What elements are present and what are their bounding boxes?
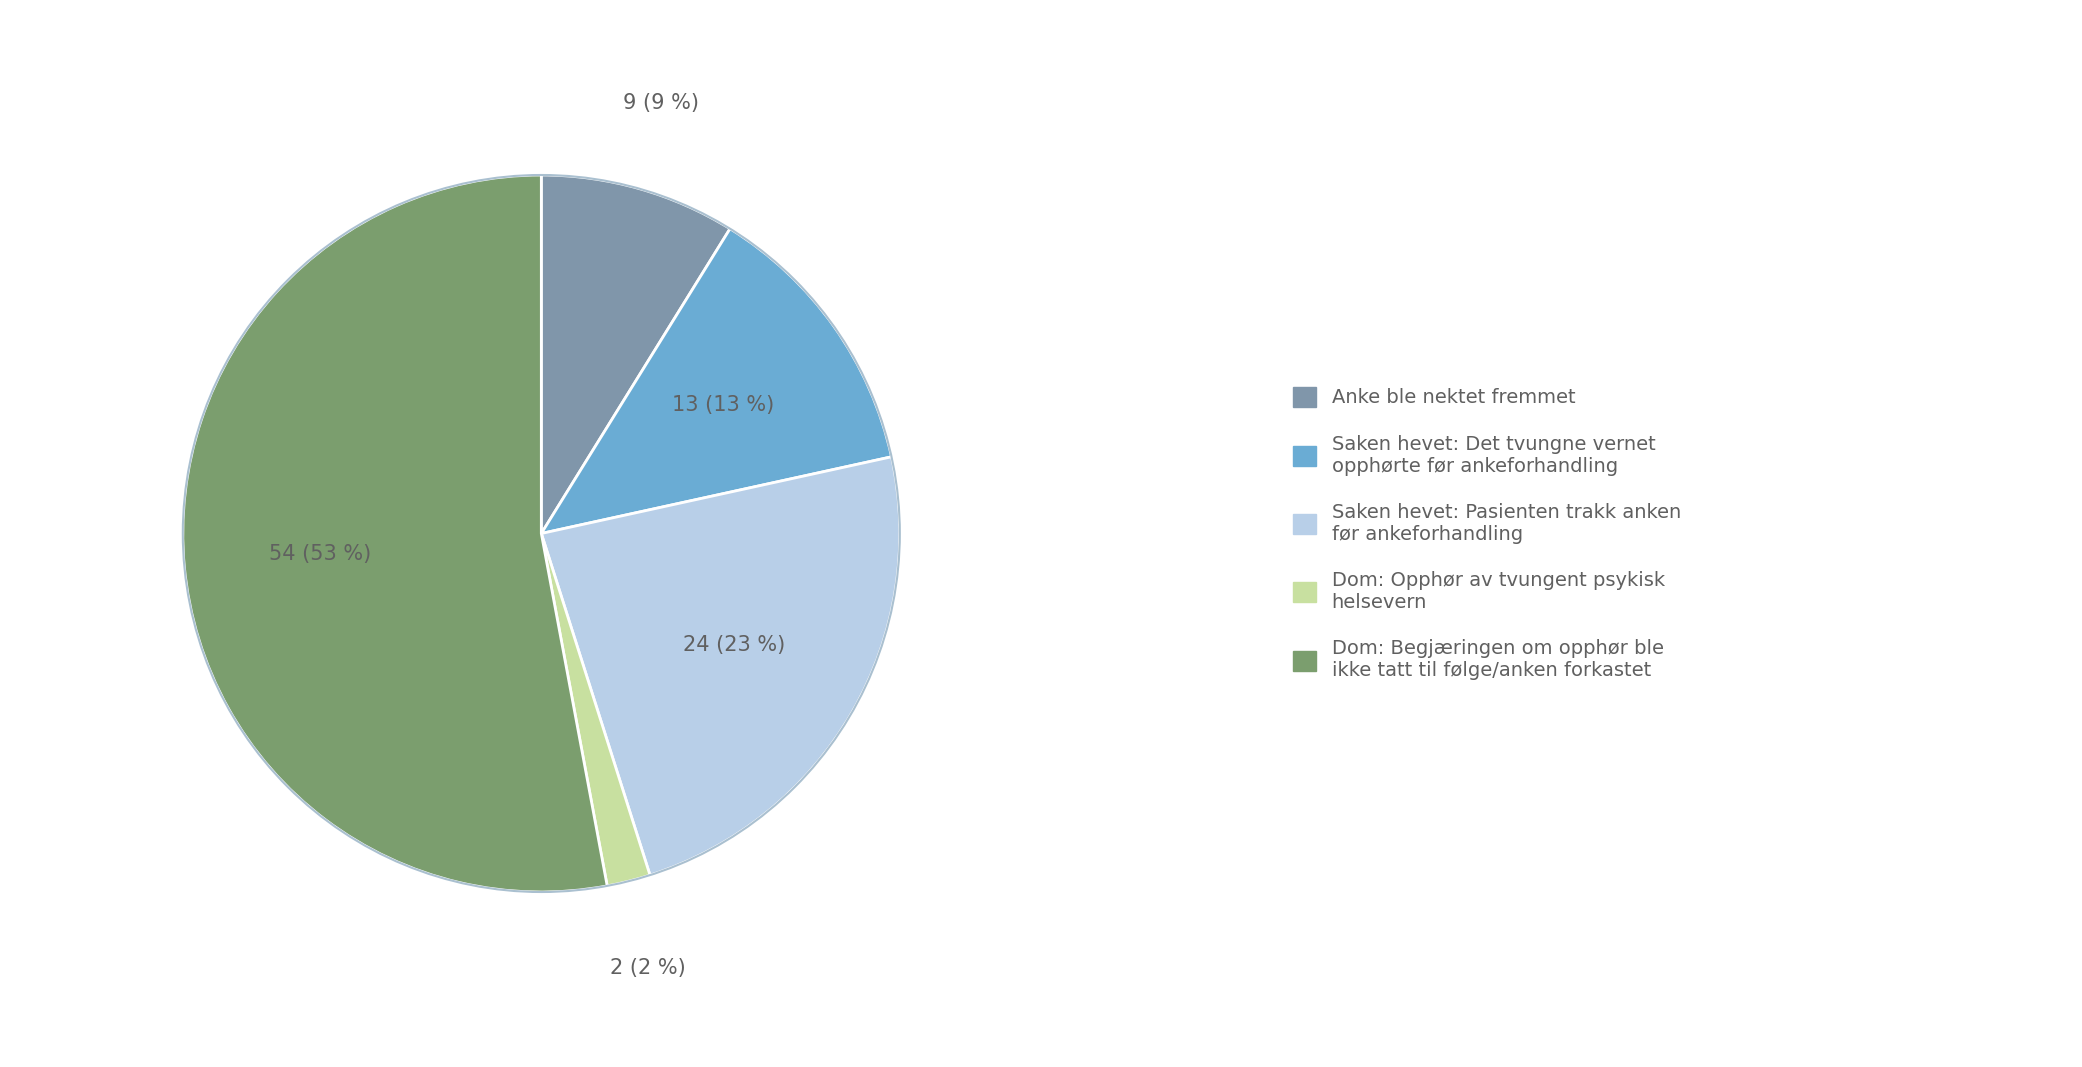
Text: 13 (13 %): 13 (13 %): [672, 395, 775, 415]
Wedge shape: [541, 534, 650, 886]
Wedge shape: [541, 228, 891, 534]
Legend: Anke ble nektet fremmet, Saken hevet: Det tvungne vernet
opphørte før ankeforhan: Anke ble nektet fremmet, Saken hevet: De…: [1274, 367, 1701, 700]
Wedge shape: [183, 175, 608, 892]
Wedge shape: [541, 175, 731, 534]
Text: 24 (23 %): 24 (23 %): [683, 635, 785, 655]
Text: 2 (2 %): 2 (2 %): [610, 958, 685, 977]
Text: 54 (53 %): 54 (53 %): [269, 544, 371, 564]
Wedge shape: [541, 457, 899, 875]
Text: 9 (9 %): 9 (9 %): [623, 93, 700, 113]
